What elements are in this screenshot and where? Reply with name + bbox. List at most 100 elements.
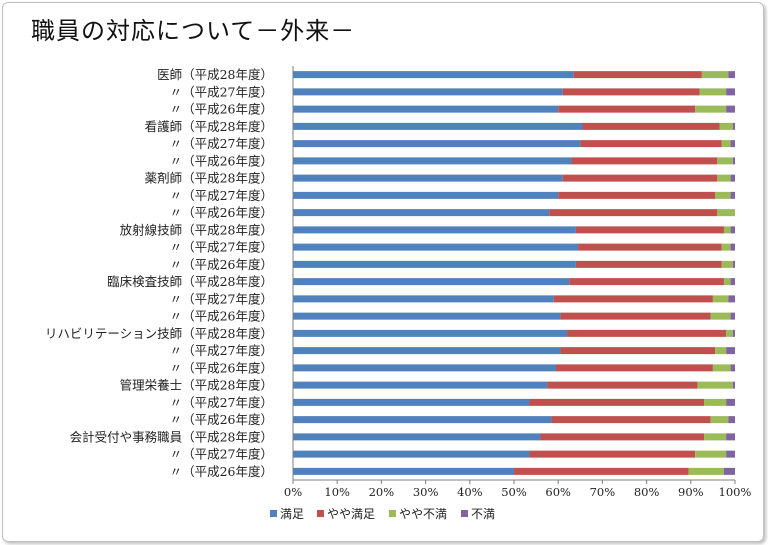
bar-segment	[728, 71, 735, 79]
bar-segment	[715, 347, 727, 355]
bar-segment	[293, 364, 556, 372]
bar-segment	[726, 347, 735, 355]
category-label: 管理栄養士（平成28年度）	[120, 378, 273, 393]
x-tick-label: 50%	[501, 485, 527, 499]
bar-segment	[293, 381, 548, 389]
bar-segment	[293, 209, 550, 217]
bar-segment	[293, 174, 563, 182]
category-label: 〃（平成27年度）	[170, 395, 273, 410]
bar-segment	[293, 140, 581, 148]
bar-segment	[562, 174, 718, 182]
bar-segment	[514, 467, 689, 475]
category-label: リハビリテーション技師（平成28年度）	[45, 326, 273, 341]
category-label: 〃（平成26年度）	[170, 412, 273, 427]
bar-segment	[547, 381, 698, 389]
bar-segment	[730, 191, 735, 199]
bar-segment	[293, 450, 530, 458]
category-label: 〃（平成27年度）	[170, 291, 273, 306]
bar-segment	[293, 312, 561, 320]
legend-swatch	[461, 510, 468, 517]
bar-segment	[540, 433, 705, 441]
x-tick-label: 20%	[369, 485, 395, 499]
bar-segment	[560, 312, 711, 320]
bar-segment	[715, 191, 731, 199]
bar-segment	[726, 88, 735, 96]
category-label: 放射線技師（平成28年度）	[120, 222, 273, 237]
bar-segment	[704, 398, 727, 406]
x-tick-label: 40%	[457, 485, 483, 499]
bar-segment	[562, 88, 700, 96]
bar-segment	[553, 295, 713, 303]
category-label: 〃（平成26年度）	[170, 153, 273, 168]
bar-segment	[717, 157, 733, 165]
category-label: 医師（平成28年度）	[157, 67, 273, 82]
bar-segment	[688, 467, 724, 475]
bar-segment	[730, 278, 735, 286]
category-label: 〃（平成26年度）	[170, 360, 273, 375]
bar-segment	[549, 209, 718, 217]
bar-segment	[573, 71, 702, 79]
bar-segment	[293, 226, 576, 234]
x-tick-label: 10%	[324, 485, 350, 499]
bar-segment	[293, 433, 541, 441]
bar-segment	[293, 243, 579, 251]
bar-segment	[732, 329, 735, 337]
category-label: 〃（平成27年度）	[170, 343, 273, 358]
bar-segment	[726, 398, 735, 406]
bar-segment	[293, 157, 572, 165]
legend-label: やや不満	[399, 507, 447, 521]
bar-segment	[582, 122, 720, 130]
bar-segment	[293, 88, 563, 96]
bar-segment	[721, 140, 731, 148]
category-label: 〃（平成26年度）	[170, 257, 273, 272]
bar-segment	[712, 364, 731, 372]
category-label: 〃（平成26年度）	[170, 205, 273, 220]
legend-label: 不満	[471, 507, 495, 521]
legend-label: やや満足	[327, 507, 375, 521]
bar-segment	[293, 329, 568, 337]
category-label: 〃（平成27年度）	[170, 188, 273, 203]
bar-segment	[293, 105, 559, 113]
bar-segment	[699, 88, 727, 96]
x-tick-label: 90%	[678, 485, 704, 499]
bar-segment	[575, 260, 722, 268]
bar-segment	[558, 105, 696, 113]
bar-segment	[555, 364, 713, 372]
category-label: 会計受付や事務職員（平成28年度）	[70, 429, 273, 444]
bar-segment	[732, 122, 735, 130]
bar-segment	[695, 105, 727, 113]
bar-segment	[293, 295, 554, 303]
bar-segment	[728, 295, 735, 303]
bar-segment	[732, 157, 735, 165]
bar-segment	[717, 209, 735, 217]
bar-segment	[723, 226, 731, 234]
bar-segment	[558, 191, 716, 199]
bar-segment	[293, 122, 583, 130]
bar-segment	[293, 71, 574, 79]
category-label: 〃（平成27年度）	[170, 84, 273, 99]
x-tick-label: 80%	[634, 485, 660, 499]
bar-segment	[293, 416, 552, 424]
bar-segment	[710, 312, 731, 320]
chart-title: 職員の対応について－外来－	[31, 17, 356, 45]
bar-segment	[551, 416, 711, 424]
bar-segment	[730, 364, 735, 372]
bar-segment	[732, 260, 735, 268]
bar-segment	[293, 467, 514, 475]
category-label: 〃（平成27年度）	[170, 136, 273, 151]
bar-segment	[529, 398, 705, 406]
bar-segment	[560, 347, 716, 355]
bar-segment	[293, 260, 576, 268]
bar-segment	[730, 226, 735, 234]
legend-swatch	[270, 510, 277, 517]
bar-segment	[730, 140, 735, 148]
category-label: 薬剤師（平成28年度）	[145, 171, 273, 186]
bar-segment	[730, 174, 735, 182]
bar-segment	[293, 398, 530, 406]
bar-segment	[293, 347, 561, 355]
category-label: 〃（平成27年度）	[170, 240, 273, 255]
bar-segment	[730, 243, 735, 251]
category-label: 臨床検査技師（平成28年度）	[107, 274, 273, 289]
category-label: 〃（平成26年度）	[170, 102, 273, 117]
bar-segment	[732, 381, 735, 389]
